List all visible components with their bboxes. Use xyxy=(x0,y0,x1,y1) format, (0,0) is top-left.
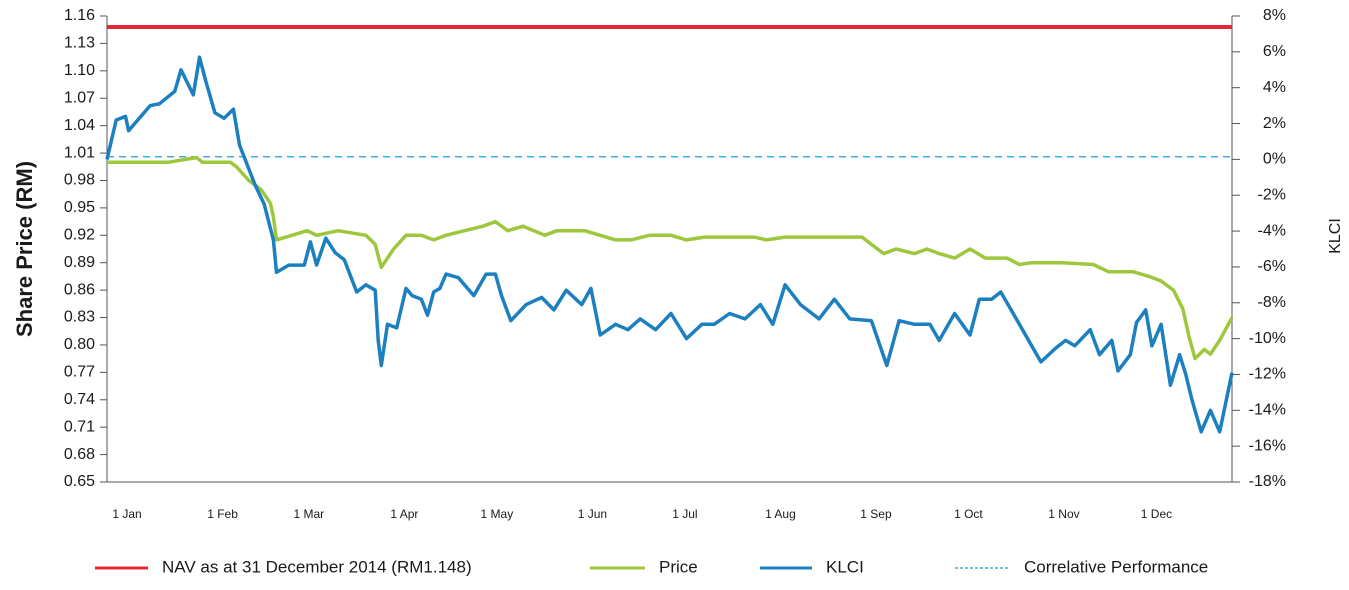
y-tick-label: 0.65 xyxy=(64,473,95,490)
y2-tick-label: 4% xyxy=(1263,79,1286,96)
x-tick-label: 1 Feb xyxy=(207,507,238,521)
y-tick-label: 0.89 xyxy=(64,254,95,271)
y-tick-label: 0.68 xyxy=(64,446,95,463)
y2-tick-label: 6% xyxy=(1263,43,1286,60)
y-tick-label: 1.01 xyxy=(64,144,95,161)
y2-tick-label: -16% xyxy=(1249,437,1286,454)
y2-tick-label: -6% xyxy=(1258,258,1286,275)
legend-label: NAV as at 31 December 2014 (RM1.148) xyxy=(162,557,472,576)
x-tick-label: 1 Jun xyxy=(578,507,607,521)
x-tick-label: 1 Jul xyxy=(672,507,697,521)
y-axis-title: Share Price (RM) xyxy=(12,161,37,337)
y2-tick-label: -8% xyxy=(1258,294,1286,311)
y2-tick-label: -4% xyxy=(1258,222,1286,239)
y-tick-label: 0.80 xyxy=(64,336,95,353)
x-tick-label: 1 Jan xyxy=(112,507,141,521)
y-tick-label: 1.04 xyxy=(64,117,95,134)
series-line xyxy=(107,155,1234,361)
x-tick-label: 1 Sep xyxy=(860,507,892,521)
x-tick-label: 1 Aug xyxy=(765,507,796,521)
x-tick-label: 1 Apr xyxy=(390,507,418,521)
y-tick-label: 1.13 xyxy=(64,35,95,52)
x-tick-label: 1 May xyxy=(481,507,514,521)
y2-tick-label: -14% xyxy=(1249,402,1286,419)
y2-tick-label: 2% xyxy=(1263,115,1286,132)
y2-tick-label: -2% xyxy=(1258,186,1286,203)
legend-label: KLCI xyxy=(826,557,864,576)
y-tick-label: 0.98 xyxy=(64,172,95,189)
y-tick-label: 0.92 xyxy=(64,227,95,244)
series-line xyxy=(105,55,1234,434)
x-tick-label: 1 Dec xyxy=(1141,507,1172,521)
y-tick-label: 0.86 xyxy=(64,281,95,298)
y-tick-label: 0.77 xyxy=(64,364,95,381)
y2-tick-label: 8% xyxy=(1263,7,1286,24)
y-tick-label: 0.74 xyxy=(64,391,95,408)
x-tick-label: 1 Mar xyxy=(294,507,325,521)
y-tick-label: 0.83 xyxy=(64,309,95,326)
y2-tick-label: -12% xyxy=(1249,366,1286,383)
y-tick-label: 0.71 xyxy=(64,418,95,435)
y-tick-label: 0.95 xyxy=(64,199,95,216)
y2-tick-label: -10% xyxy=(1249,330,1286,347)
y-tick-label: 1.07 xyxy=(64,89,95,106)
x-tick-label: 1 Nov xyxy=(1048,507,1079,521)
y2-tick-label: -18% xyxy=(1249,473,1286,490)
legend-label: Price xyxy=(659,557,698,576)
y2-axis-title: KLCI xyxy=(1327,218,1344,254)
x-tick-label: 1 Oct xyxy=(954,507,983,521)
y2-tick-label: 0% xyxy=(1263,151,1286,168)
y-tick-label: 1.10 xyxy=(64,62,95,79)
legend-label: Correlative Performance xyxy=(1024,557,1208,576)
y-tick-label: 1.16 xyxy=(64,7,95,24)
